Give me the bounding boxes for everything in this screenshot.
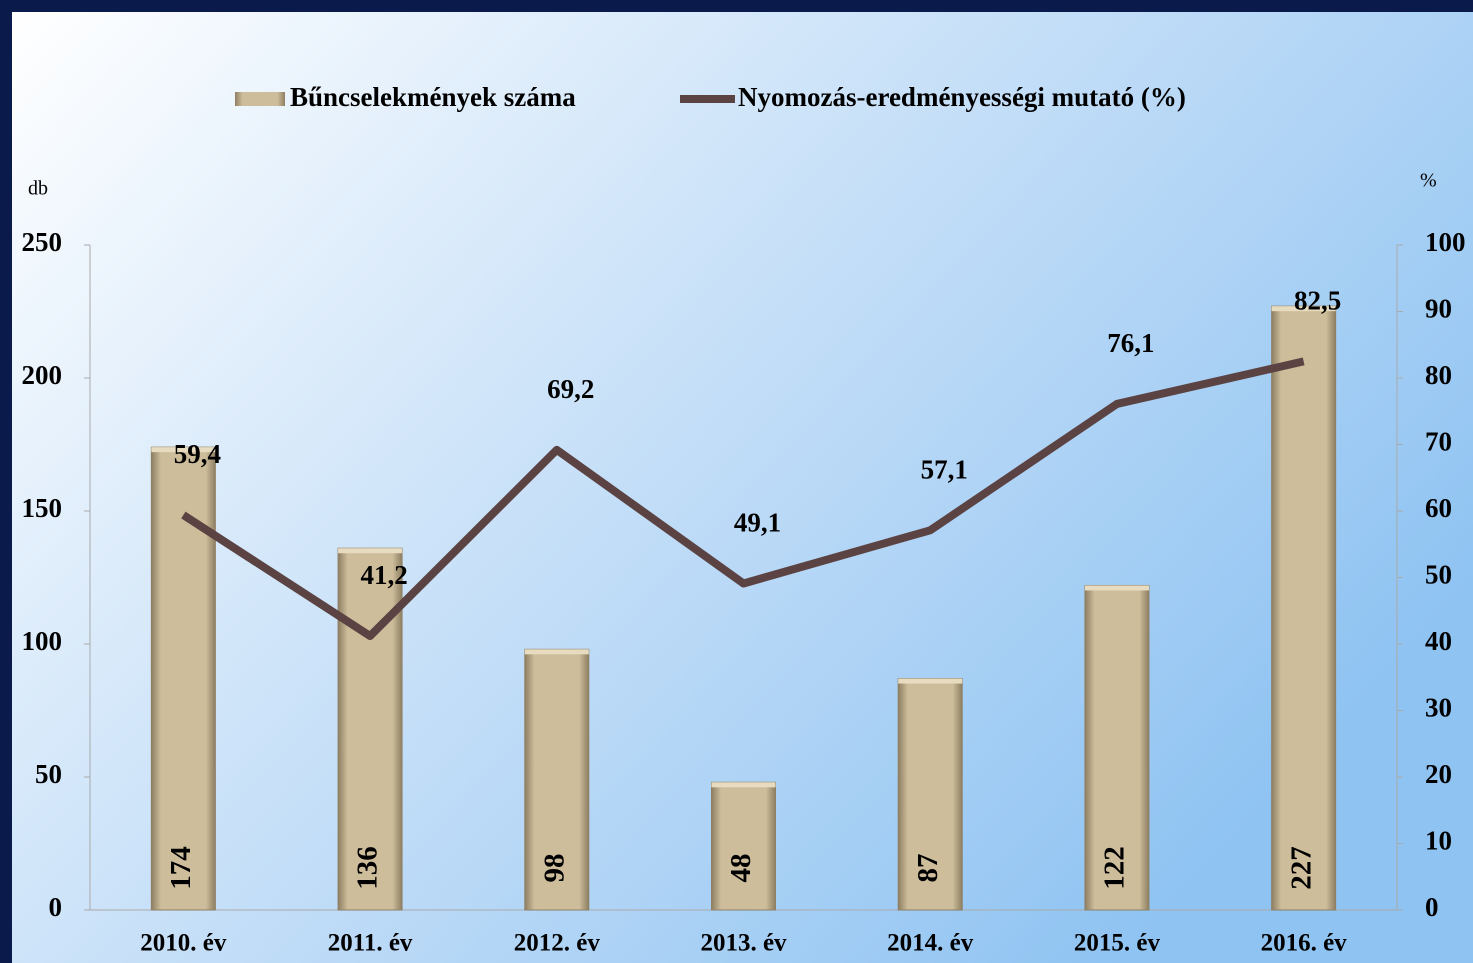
y-tick-label: 50 — [35, 759, 62, 789]
y-tick-label: 150 — [22, 493, 63, 523]
bar-value-label: 87 — [912, 854, 944, 883]
x-tick-label: 2012. év — [514, 930, 601, 957]
bar-value-label: 122 — [1099, 846, 1131, 890]
line-value-label: 82,5 — [1294, 286, 1341, 316]
y-tick-label: 0 — [49, 892, 63, 922]
bar — [1271, 305, 1337, 911]
bar-value-label: 227 — [1285, 846, 1317, 890]
bar — [524, 648, 590, 911]
y2-tick-label: 20 — [1425, 759, 1452, 789]
legend-label: Bűncselekmények száma — [290, 82, 576, 112]
y2-tick-label: 50 — [1425, 560, 1452, 590]
x-tick-label: 2016. év — [1261, 930, 1348, 957]
bar — [711, 781, 776, 911]
line-value-label: 59,4 — [174, 439, 221, 469]
x-tick-label: 2010. év — [140, 930, 227, 957]
bar-top — [1271, 306, 1336, 312]
bar — [897, 678, 963, 911]
legend-label: Nyomozás-eredményességi mutató (%) — [738, 82, 1186, 112]
y2-tick-label: 30 — [1425, 693, 1452, 723]
y2-tick-label: 70 — [1425, 427, 1452, 457]
line-value-label: 41,2 — [360, 560, 407, 590]
legend-swatch-bar — [235, 92, 285, 106]
y-axis-title: db — [28, 178, 48, 200]
bar — [1084, 584, 1150, 911]
bar-value-label: 48 — [725, 854, 757, 883]
bar-top — [1084, 585, 1149, 591]
y-tick-label: 200 — [22, 360, 63, 390]
line-value-label: 76,1 — [1107, 328, 1154, 358]
bar-value-label: 98 — [538, 854, 570, 883]
bar — [337, 547, 403, 911]
x-tick-label: 2011. év — [328, 930, 413, 957]
line-value-label: 57,1 — [921, 454, 968, 484]
bar-value-label: 174 — [165, 846, 197, 890]
bar-top — [338, 548, 403, 554]
y2-tick-label: 80 — [1425, 360, 1452, 390]
y-tick-label: 250 — [22, 227, 63, 257]
x-tick-label: 2014. év — [887, 930, 974, 957]
y2-tick-label: 0 — [1425, 892, 1439, 922]
line-value-label: 69,2 — [547, 374, 594, 404]
y2-tick-label: 10 — [1425, 826, 1452, 856]
y2-tick-label: 100 — [1425, 227, 1466, 257]
y2-tick-label: 40 — [1425, 626, 1452, 656]
x-tick-label: 2013. év — [700, 930, 787, 957]
y2-tick-label: 90 — [1425, 294, 1452, 324]
bar-top — [711, 782, 776, 788]
line — [181, 357, 1305, 641]
y2-tick-label: 60 — [1425, 493, 1452, 523]
y-tick-label: 100 — [22, 626, 63, 656]
x-tick-label: 2015. év — [1074, 930, 1161, 957]
bar-top — [898, 678, 963, 684]
bar-top — [151, 447, 216, 453]
line-value-label: 49,1 — [734, 508, 781, 538]
y2-axis-title: % — [1420, 170, 1437, 192]
bar-value-label: 136 — [352, 846, 384, 890]
bar-top — [524, 649, 589, 655]
